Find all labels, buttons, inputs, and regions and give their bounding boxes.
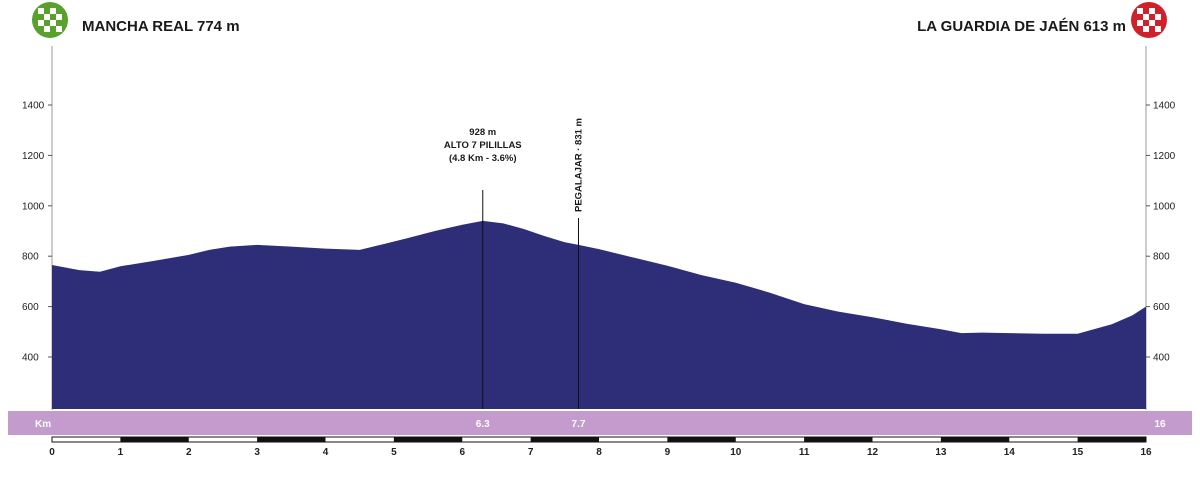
scale-bar-segment [120, 437, 189, 442]
flag-check-square [1149, 20, 1155, 26]
climb-annotation-text: (4.8 Km - 3.6%) [449, 153, 517, 164]
y-tick-label-right: 400 [1153, 353, 1170, 364]
scale-bar-segment [530, 437, 599, 442]
scale-bar-segment [804, 437, 873, 442]
scale-bar-segment [1077, 437, 1146, 442]
flag-check-square [56, 26, 62, 32]
flag-check-square [38, 8, 44, 14]
y-tick-label-left: 1000 [22, 201, 45, 212]
finish-town-label: LA GUARDIA DE JAÉN 613 m [917, 18, 1126, 35]
start-town-label: MANCHA REAL 774 m [82, 18, 240, 35]
x-tick-label: 8 [596, 447, 602, 458]
km-bar-label-start: Km [35, 419, 51, 430]
flag-check-square [56, 14, 62, 20]
flag-check-square [1155, 14, 1161, 20]
x-tick-label: 5 [391, 447, 397, 458]
x-tick-label: 3 [254, 447, 260, 458]
flag-check-square [1137, 20, 1143, 26]
left-axis-ticks: 400 600 800 1000 1200 1400 [22, 101, 52, 364]
x-axis-ticks: 0 1 2 3 4 5 6 7 8 9 10 11 12 13 14 15 16 [49, 447, 1152, 458]
y-tick-label-right: 1000 [1153, 201, 1176, 212]
y-tick-label-left: 400 [22, 353, 39, 364]
y-tick-label-right: 1400 [1153, 101, 1176, 112]
flag-check-square [1143, 26, 1149, 32]
x-tick-label: 1 [118, 447, 124, 458]
scale-bar-segment [940, 437, 1010, 442]
km-bar-label-end: 16 [1154, 419, 1166, 430]
y-tick-label-left: 600 [22, 302, 39, 313]
climb-annotation-text: 928 m [469, 127, 496, 138]
x-tick-label: 11 [799, 447, 810, 458]
x-tick-label: 14 [1004, 447, 1016, 458]
km-bar-label-7-7: 7.7 [572, 419, 586, 430]
distance-scale-bar [51, 436, 1147, 443]
flag-check-square [1149, 8, 1155, 14]
x-tick-label: 10 [730, 447, 742, 458]
y-tick-label-left: 1200 [22, 151, 45, 162]
x-tick-label: 4 [323, 447, 329, 458]
x-tick-label: 7 [528, 447, 534, 458]
flag-check-square [1137, 8, 1143, 14]
right-axis-ticks: 400 600 800 1000 1200 1400 [1146, 101, 1176, 364]
km-bar-label-6-3: 6.3 [476, 419, 490, 430]
x-tick-label: 0 [49, 447, 55, 458]
flag-check-square [50, 20, 56, 26]
y-tick-label-left: 800 [22, 252, 39, 263]
scale-bar-segment [257, 437, 326, 442]
x-tick-label: 9 [665, 447, 671, 458]
y-tick-label-right: 600 [1153, 302, 1170, 313]
start-flag-icon [32, 2, 68, 38]
x-tick-label: 2 [186, 447, 192, 458]
finish-flag-icon [1131, 2, 1167, 38]
x-tick-label: 16 [1140, 447, 1152, 458]
town-annotation-text: PEGALAJAR · 831 m [573, 118, 584, 212]
elevation-profile-area [52, 220, 1146, 409]
y-tick-label-left: 1400 [22, 101, 45, 112]
flag-check-square [1143, 14, 1149, 20]
flag-check-square [44, 26, 50, 32]
flag-check-square [38, 20, 44, 26]
km-bar [8, 411, 1192, 435]
flag-check-square [44, 14, 50, 20]
y-tick-label-right: 1200 [1153, 151, 1176, 162]
climb-annotations: 928 m ALTO 7 PILILLAS (4.8 Km - 3.6%) PEGAL… [444, 118, 584, 409]
x-tick-label: 6 [459, 447, 465, 458]
flag-check-square [1155, 26, 1161, 32]
scale-bar-segment [393, 437, 463, 442]
x-tick-label: 13 [935, 447, 947, 458]
x-tick-label: 15 [1072, 447, 1084, 458]
x-tick-label: 12 [867, 447, 879, 458]
climb-annotation-text: ALTO 7 PILILLAS [444, 140, 522, 151]
flag-check-square [50, 8, 56, 14]
y-tick-label-right: 800 [1153, 252, 1170, 263]
scale-bar-segment [667, 437, 736, 442]
